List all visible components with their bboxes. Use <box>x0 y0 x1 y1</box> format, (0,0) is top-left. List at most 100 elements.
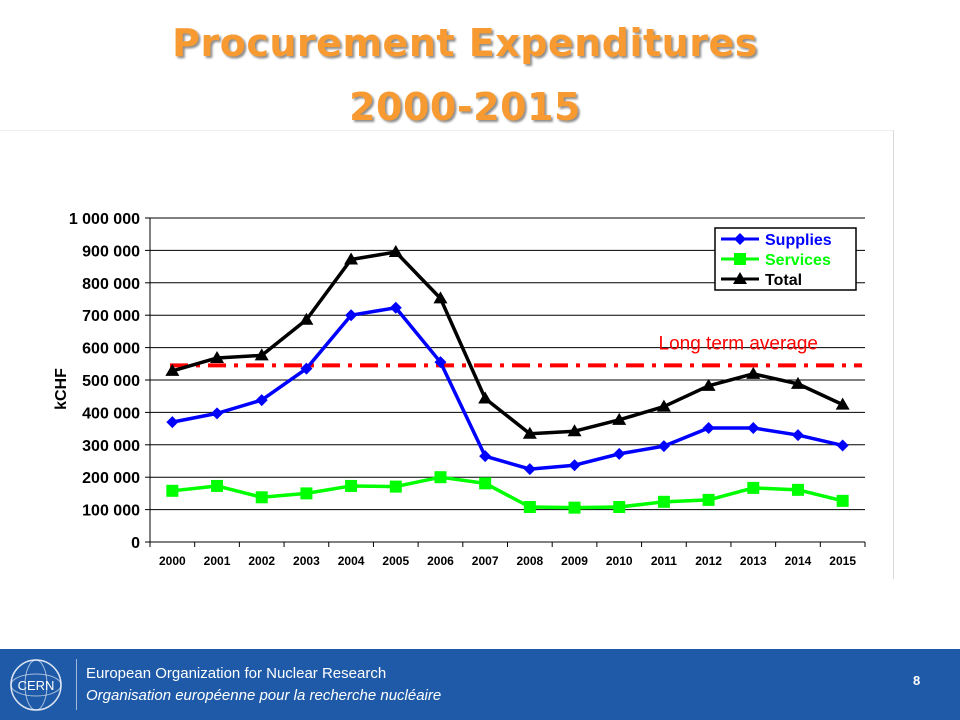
data-point <box>344 252 359 265</box>
long-term-average: Long term average <box>170 333 862 368</box>
data-point <box>656 399 671 412</box>
axes: 0 100 000 200 000 300 000 400 000 500 000 600 … <box>53 211 866 568</box>
data-point <box>254 348 269 361</box>
data-point <box>836 439 849 452</box>
data-point <box>211 407 224 420</box>
legend-entry: Services <box>721 252 831 269</box>
x-tick-label: 2003 <box>293 554 320 568</box>
series-total <box>165 245 850 439</box>
y-tick-label: 500 000 <box>82 373 140 390</box>
data-point <box>299 312 314 325</box>
data-point <box>568 501 581 514</box>
data-point <box>746 366 761 379</box>
footer-bar: CERN European Organization for Nuclear R… <box>0 649 960 720</box>
data-point <box>522 426 537 439</box>
cern-logo: CERN <box>8 657 64 713</box>
data-point <box>434 356 447 369</box>
series-lines <box>165 245 850 514</box>
data-point <box>300 487 313 500</box>
x-tick-label: 2015 <box>829 554 856 568</box>
y-tick-label: 700 000 <box>82 308 140 325</box>
org-name-english: European Organization for Nuclear Resear… <box>86 665 387 682</box>
data-point <box>836 494 849 507</box>
logo-text: CERN <box>18 678 55 693</box>
legend-label: Total <box>765 272 802 289</box>
data-point <box>734 253 746 265</box>
data-point <box>791 483 804 496</box>
data-point <box>657 440 670 453</box>
legend-entry: Supplies <box>721 232 832 249</box>
series-line <box>171 250 844 436</box>
data-point <box>657 495 670 508</box>
slide-title: Procurement Expenditures <box>172 21 758 65</box>
data-point <box>567 424 582 437</box>
x-tick-label: 2004 <box>338 554 365 568</box>
y-tick-label: 1 000 000 <box>69 211 140 228</box>
x-tick-label: 2006 <box>427 554 454 568</box>
legend: Supplies Services Total <box>714 227 857 291</box>
y-tick-label: 900 000 <box>82 243 140 260</box>
org-name-french: Organisation européenne pour la recherch… <box>86 687 442 704</box>
series-line <box>172 305 844 471</box>
data-point <box>747 421 760 434</box>
data-point <box>702 493 715 506</box>
footer-divider <box>76 659 77 710</box>
data-point <box>388 245 403 258</box>
data-point <box>389 480 402 493</box>
y-tick-label: 200 000 <box>82 470 140 487</box>
data-point <box>747 481 760 494</box>
average-label: Long term average <box>659 333 819 354</box>
data-point <box>523 501 536 514</box>
x-tick-label: 2010 <box>606 554 633 568</box>
data-point <box>166 484 179 497</box>
x-tick-label: 2014 <box>785 554 812 568</box>
y-tick-label: 0 <box>131 535 140 552</box>
slide-subtitle-years: 2000-2015 <box>349 85 581 129</box>
data-point <box>433 291 448 304</box>
legend-label: Supplies <box>765 232 832 249</box>
data-point <box>255 491 268 504</box>
procurement-line-chart: 0 100 000 200 000 300 000 400 000 500 000 600 … <box>53 211 866 568</box>
x-tick-label: 2001 <box>204 554 231 568</box>
data-point <box>255 394 268 407</box>
x-tick-label: 2005 <box>382 554 409 568</box>
data-point <box>389 301 402 314</box>
data-point <box>345 309 358 322</box>
data-point <box>612 412 627 425</box>
data-point <box>345 479 358 492</box>
data-point <box>165 363 180 376</box>
series-services <box>166 471 849 514</box>
data-point <box>166 416 179 429</box>
y-tick-label: 100 000 <box>82 503 140 520</box>
data-point <box>479 450 492 463</box>
data-point <box>701 378 716 391</box>
series-line <box>172 475 844 510</box>
page-number: 8 <box>913 673 921 688</box>
data-point <box>210 350 225 363</box>
data-point <box>523 463 536 476</box>
legend-entry: Total <box>721 272 802 289</box>
x-tick-label: 2000 <box>159 554 186 568</box>
x-tick-label: 2007 <box>472 554 499 568</box>
data-point <box>300 362 313 375</box>
series-supplies <box>166 301 849 476</box>
x-tick-label: 2009 <box>561 554 588 568</box>
data-point <box>478 391 493 404</box>
chart-frame: 0 100 000 200 000 300 000 400 000 500 000 600 … <box>0 130 894 579</box>
y-tick-label: 400 000 <box>82 405 140 422</box>
data-point <box>613 447 626 460</box>
y-tick-label: 800 000 <box>82 276 140 293</box>
x-tick-label: 2012 <box>695 554 722 568</box>
y-axis-label: kCHF <box>53 368 70 410</box>
data-point <box>790 376 805 389</box>
y-tick-label: 600 000 <box>82 341 140 358</box>
x-tick-label: 2013 <box>740 554 767 568</box>
data-point <box>434 471 447 484</box>
data-point <box>479 477 492 490</box>
data-point <box>835 397 850 410</box>
data-point <box>733 272 747 284</box>
data-point <box>791 429 804 442</box>
data-point <box>613 501 626 514</box>
data-point <box>702 421 715 434</box>
data-point <box>568 459 581 472</box>
